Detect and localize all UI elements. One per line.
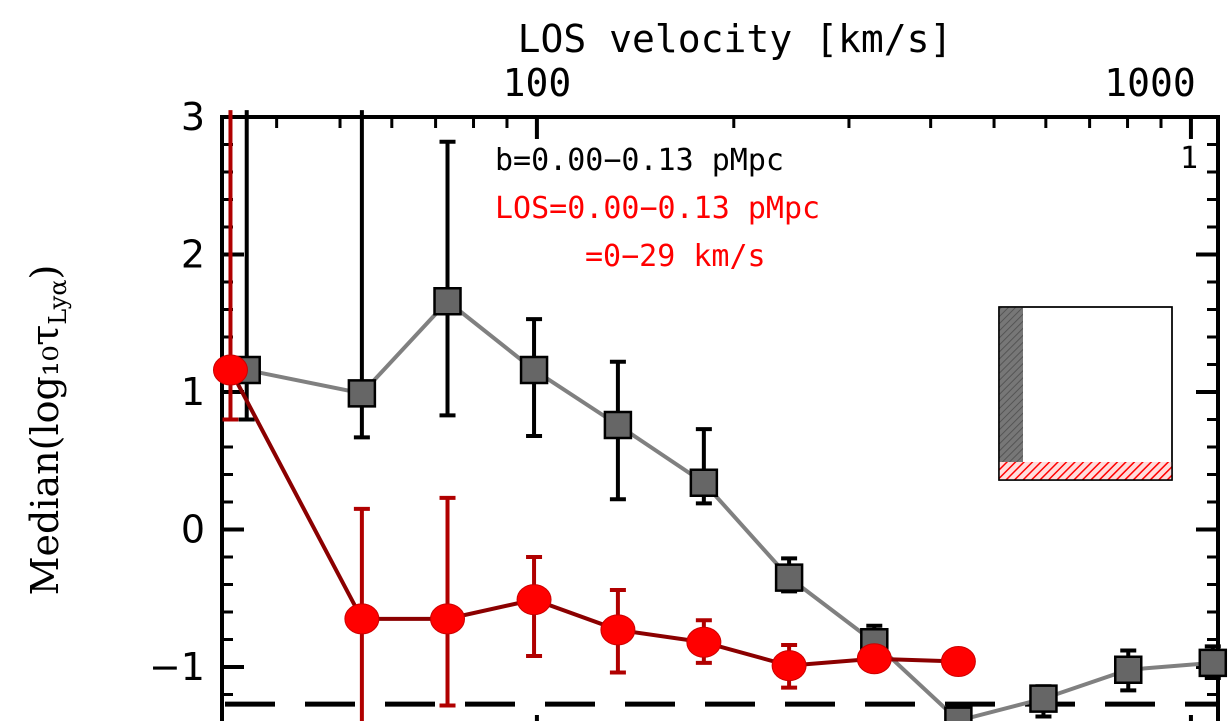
grey-square-point [433,287,462,316]
top-tick-label: 1000 [1104,61,1196,105]
red-circle-point [771,650,807,682]
inset-diagram [998,306,1173,481]
annotation-los-velocity: =0−29 km/s [585,239,766,274]
red-circle-point [344,603,380,635]
y-tick-label: 1 [181,370,205,414]
top-tick-label: 100 [503,61,572,105]
annotation-los-distance: LOS=0.00−0.13 pMpc [495,191,820,226]
red-circle-point [516,584,552,616]
panel-number: 1 [1180,141,1198,176]
grey-square-point [1198,648,1228,678]
grey-square-point [944,706,973,721]
grey-square-point [519,355,549,385]
red-circle-point [856,643,892,675]
grey-square-point [774,563,804,592]
plot-frame [220,115,1220,721]
inset-frame [998,306,1173,481]
grey-square-point [1029,684,1058,713]
grey-square-point [1114,655,1143,684]
grey-square-point [689,468,719,497]
grey-square-point [347,379,377,408]
y-tick-label: 0 [181,508,205,552]
annotation-impact-parameter: b=0.00−0.13 pMpc [495,143,784,178]
red-circle-point [686,626,722,658]
red-circle-point [430,603,466,635]
red-circle-point [212,354,248,386]
red-circle-point [600,614,636,646]
grey-square-point [603,410,633,440]
y-tick-label: −1 [149,645,205,689]
y-tick-label: 3 [181,95,205,139]
inset-grey-column [999,307,1023,480]
red-circle-point [940,646,976,677]
top-axis-label: LOS velocity [km/s] [518,17,953,61]
y-axis-label: Median(log₁₀τLyα) [23,265,72,596]
y-tick-label: 2 [181,233,205,277]
inset-red-band [999,462,1172,480]
y-axis-label-subscript: Lyα [44,279,72,324]
series-layer [212,110,1228,721]
